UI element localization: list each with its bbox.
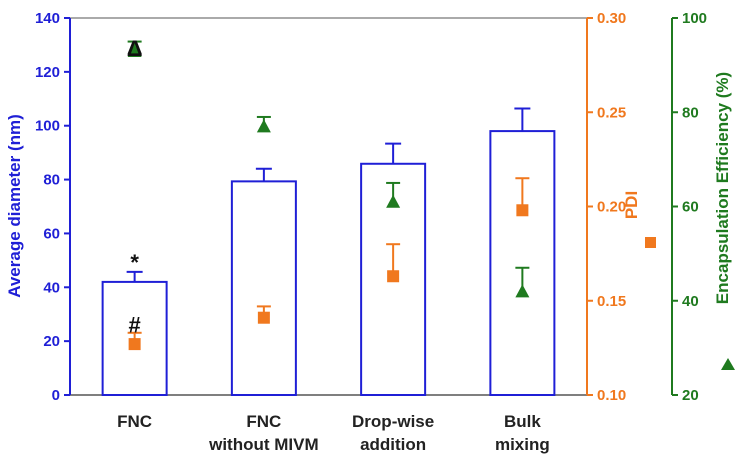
- left-tick-label: 0: [52, 387, 60, 404]
- left-tick-label: 100: [35, 118, 60, 135]
- efficiency-legend-triangle: [721, 358, 735, 370]
- pdi-tick-label: 0.15: [597, 293, 626, 310]
- efficiency-tick-label: 80: [682, 104, 699, 121]
- efficiency-tick-label: 60: [682, 199, 699, 216]
- efficiency-point: [386, 194, 401, 208]
- left-axis-title: Average diameter (nm): [5, 114, 24, 298]
- category-label: addition: [360, 435, 426, 454]
- pdi-legend-square: [645, 237, 656, 248]
- efficiency-axis: 20 40 60 80 100: [671, 10, 707, 404]
- pdi-tick-label: 0.10: [597, 387, 626, 404]
- category-labels: FNC FNC without MIVM Drop-wise addition Bulk m…: [117, 412, 550, 454]
- efficiency-tick-label: 40: [682, 293, 699, 310]
- left-tick-label: 120: [35, 64, 60, 81]
- pdi-point: [387, 270, 400, 283]
- pdi-point: [128, 338, 141, 351]
- efficiency-tick-label: 20: [682, 387, 699, 404]
- pdi-axis: 0.10 0.15 0.20 0.25 0.30: [586, 10, 626, 404]
- efficiency-tick-label: 100: [682, 10, 707, 27]
- category-label: without MIVM: [208, 435, 319, 454]
- bar: [230, 180, 297, 396]
- left-axis: 0 20 40 60 80 100 120 140: [35, 10, 71, 404]
- bar: [489, 130, 556, 396]
- bar-series: [101, 107, 556, 396]
- left-tick-label: 20: [43, 333, 60, 350]
- pdi-point: [516, 204, 529, 217]
- pdi-tick-label: 0.30: [597, 10, 626, 27]
- efficiency-point: [127, 43, 142, 57]
- annotation-mark: Δ: [127, 36, 143, 61]
- pdi-series: [127, 177, 530, 351]
- category-label: FNC: [246, 412, 281, 431]
- category-label: FNC: [117, 412, 152, 431]
- category-label: mixing: [495, 435, 550, 454]
- efficiency-point: [256, 119, 271, 133]
- efficiency-axis-title: Encapsulation Efficiency (%): [713, 72, 732, 304]
- left-tick-label: 40: [43, 279, 60, 296]
- left-tick-label: 140: [35, 10, 60, 27]
- category-label: Drop-wise: [352, 412, 434, 431]
- left-tick-label: 60: [43, 225, 60, 242]
- efficiency-point: [515, 284, 530, 298]
- annotation-mark: *: [130, 250, 139, 275]
- annotation-mark: #: [129, 313, 141, 338]
- annotations: Δ * #: [127, 36, 143, 337]
- pdi-point: [257, 311, 270, 324]
- left-tick-label: 80: [43, 172, 60, 189]
- pdi-tick-label: 0.25: [597, 104, 626, 121]
- pdi-tick-label: 0.20: [597, 199, 626, 216]
- category-label: Bulk: [504, 412, 541, 431]
- pdi-axis-title: PDI: [622, 191, 641, 219]
- efficiency-series: [127, 40, 530, 298]
